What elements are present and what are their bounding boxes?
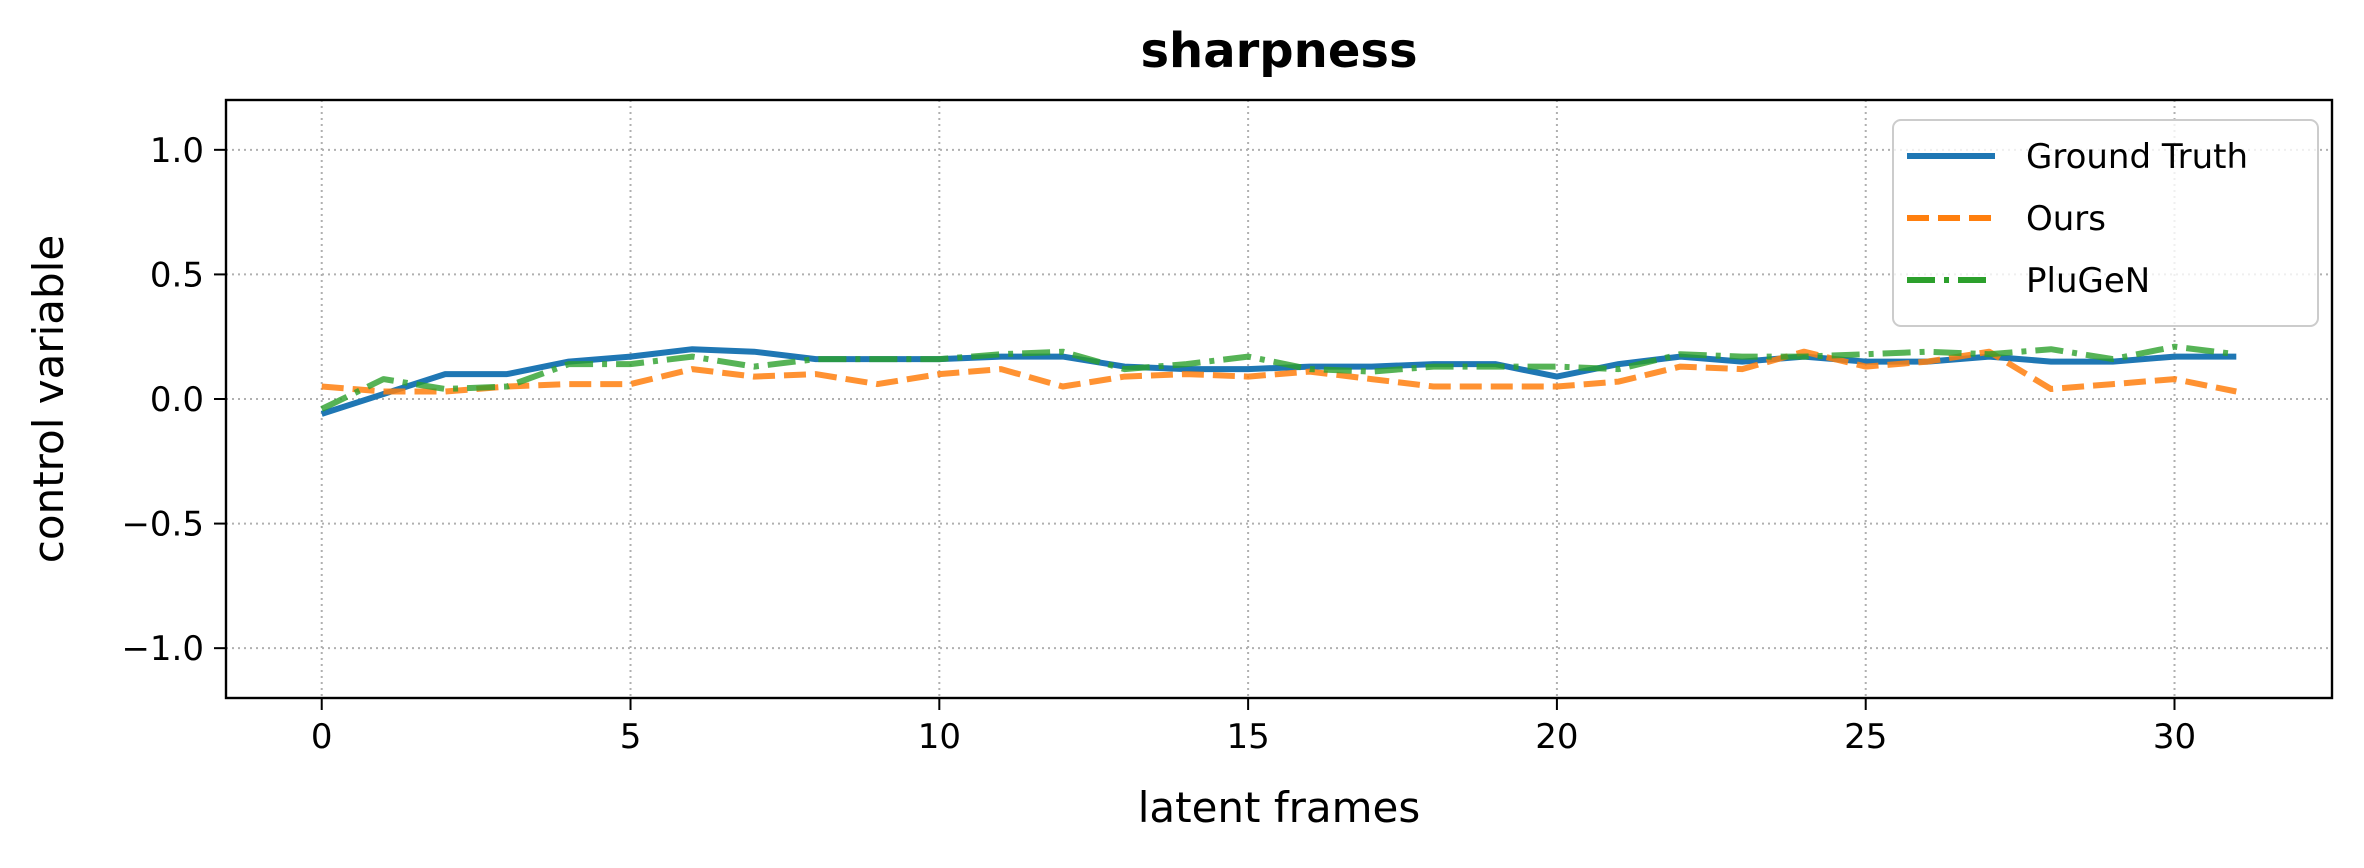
x-tick-label: 25: [1844, 717, 1887, 757]
legend-label: PluGeN: [2026, 261, 2150, 301]
x-tick-label: 15: [1226, 717, 1269, 757]
x-axis: 0 5 10 15 20 25 30: [311, 698, 2196, 757]
y-tick-label: 0.0: [150, 380, 204, 420]
grid: [226, 100, 2332, 698]
x-tick-label: 5: [620, 717, 642, 757]
x-tick-label: 20: [1535, 717, 1578, 757]
legend-label: Ours: [2026, 199, 2106, 239]
legend: Ground Truth Ours PluGeN: [1892, 119, 2319, 327]
series-group: [320, 343, 2237, 417]
series-line-ground-truth: [320, 346, 2237, 417]
x-tick-label: 0: [311, 717, 333, 757]
y-axis-label: control variable: [24, 235, 73, 563]
series-line-ours: [321, 348, 2237, 395]
y-tick-label: 1.0: [150, 131, 204, 171]
x-axis-label: latent frames: [1138, 783, 1421, 832]
x-tick-label: 10: [918, 717, 961, 757]
y-tick-label: −0.5: [121, 505, 204, 545]
x-tick-label: 30: [2153, 717, 2196, 757]
y-tick-label: −1.0: [121, 629, 204, 669]
chart-title: sharpness: [1140, 23, 1417, 79]
series-line-plugen: [320, 343, 2237, 412]
y-axis: −1.0 −0.5 0.0 0.5 1.0: [121, 131, 226, 669]
legend-label: Ground Truth: [2026, 137, 2248, 177]
legend-box: [1892, 119, 2319, 327]
y-tick-label: 0.5: [150, 255, 204, 295]
